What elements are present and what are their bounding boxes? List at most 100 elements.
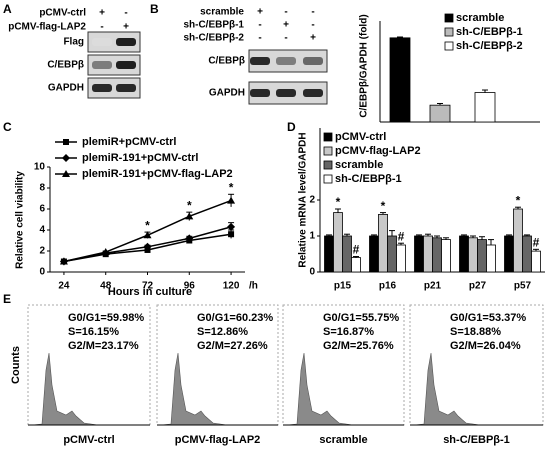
blot-band bbox=[92, 38, 112, 46]
flow-histogram bbox=[31, 352, 99, 426]
bar bbox=[522, 235, 532, 273]
bar bbox=[389, 37, 411, 123]
blot-strip bbox=[87, 77, 141, 99]
panel-label: E bbox=[3, 292, 11, 306]
point-marker bbox=[185, 234, 194, 243]
condition-sign: - bbox=[284, 7, 287, 18]
flow-stat: G2/M=23.17% bbox=[68, 340, 139, 352]
legend-label: pCMV-flag-LAP2 bbox=[335, 145, 421, 157]
significance-mark: # bbox=[353, 243, 360, 257]
legend-label: sh-C/EBPβ-1 bbox=[335, 173, 402, 185]
flow-stat: G2/M=27.26% bbox=[197, 340, 268, 352]
condition-sign: + bbox=[310, 33, 316, 44]
bar bbox=[429, 104, 451, 123]
bar bbox=[414, 235, 424, 273]
panel-label: C bbox=[3, 120, 12, 134]
legend-marker bbox=[62, 170, 70, 177]
blot-band bbox=[276, 89, 296, 97]
legend-label: plemiR+pCMV-ctrl bbox=[82, 136, 176, 148]
flow-stat: G0/G1=59.98% bbox=[68, 312, 144, 324]
x-tick-label: 48 bbox=[100, 281, 112, 292]
flow-stat: S=16.15% bbox=[68, 326, 119, 338]
x-tick-label: p57 bbox=[514, 281, 532, 292]
flow-histogram bbox=[286, 352, 354, 426]
legend-label: sh-C/EBPβ-1 bbox=[456, 26, 523, 38]
blot-band bbox=[303, 89, 323, 97]
legend-swatch bbox=[444, 41, 454, 51]
bar bbox=[378, 213, 388, 273]
legend-marker bbox=[62, 154, 70, 162]
condition-sign: + bbox=[257, 7, 263, 18]
flow-histogram bbox=[160, 352, 228, 426]
flow-frame bbox=[27, 304, 151, 426]
y-tick-label: 2 bbox=[39, 246, 45, 257]
condition-label: pCMV-flag-LAP2 bbox=[8, 22, 86, 33]
x-tick-label: p27 bbox=[469, 281, 487, 292]
flow-stat: S=16.87% bbox=[323, 326, 374, 338]
bar bbox=[531, 250, 541, 273]
condition-sign: - bbox=[124, 8, 127, 19]
blot-band bbox=[303, 57, 323, 65]
condition-sign: - bbox=[100, 22, 103, 33]
legend-swatch bbox=[323, 146, 333, 156]
bar bbox=[513, 208, 523, 273]
y-tick-label: 8 bbox=[39, 183, 45, 194]
flow-label: pCMV-ctrl bbox=[63, 434, 114, 446]
y-tick-label: 10 bbox=[34, 162, 46, 173]
flow-histogram bbox=[413, 352, 481, 426]
point-marker bbox=[143, 242, 152, 251]
y-tick-label: 1 bbox=[309, 231, 315, 242]
flow-stat: G0/G1=53.37% bbox=[450, 312, 526, 324]
x-unit: /h bbox=[249, 281, 258, 292]
significance-mark: # bbox=[398, 229, 405, 243]
panel-label: D bbox=[287, 120, 296, 134]
x-tick-label: 120 bbox=[223, 281, 240, 292]
x-tick-label: 24 bbox=[58, 281, 70, 292]
condition-label: scramble bbox=[200, 7, 244, 18]
point-marker bbox=[228, 231, 235, 238]
flow-label: sh-C/EBPβ-1 bbox=[443, 434, 510, 446]
condition-sign: + bbox=[123, 22, 129, 33]
blot-band bbox=[116, 61, 136, 69]
blot-row-label: GAPDH bbox=[209, 88, 245, 99]
condition-sign: - bbox=[258, 33, 261, 44]
significance-mark: # bbox=[533, 235, 540, 249]
legend-label: sh-C/EBPβ-2 bbox=[456, 40, 523, 52]
flow-stat: G0/G1=55.75% bbox=[323, 312, 399, 324]
y-tick-label: 0 bbox=[309, 267, 315, 278]
legend-swatch bbox=[323, 174, 333, 184]
bar bbox=[459, 235, 469, 273]
legend-label: scramble bbox=[335, 159, 383, 171]
blot-row-label: C/EBPβ bbox=[47, 60, 84, 71]
bar bbox=[387, 235, 397, 273]
bar bbox=[504, 235, 514, 273]
point-marker bbox=[143, 231, 152, 239]
legend-label: plemiR-191+pCMV-flag-LAP2 bbox=[82, 168, 233, 180]
condition-sign: + bbox=[283, 20, 289, 31]
flow-stat: S=18.88% bbox=[450, 326, 501, 338]
blot-strip bbox=[87, 54, 141, 76]
bar bbox=[441, 239, 451, 273]
bar bbox=[432, 237, 442, 273]
blot-band bbox=[276, 57, 296, 65]
blot-band bbox=[250, 57, 270, 65]
legend-swatch bbox=[444, 13, 454, 23]
blot-row-label: Flag bbox=[63, 37, 84, 48]
point-marker bbox=[185, 212, 194, 220]
point-marker bbox=[59, 257, 68, 265]
legend-swatch bbox=[323, 160, 333, 170]
significance-mark: * bbox=[229, 180, 234, 194]
flow-stat: S=12.86% bbox=[197, 326, 248, 338]
flow-stat: G2/M=26.04% bbox=[450, 340, 521, 352]
bar bbox=[423, 235, 433, 273]
y-axis-label: Relative cell viability bbox=[15, 171, 26, 269]
x-tick-label: p21 bbox=[424, 281, 442, 292]
legend-marker bbox=[63, 139, 69, 145]
bar bbox=[477, 239, 487, 273]
flow-stat: G0/G1=60.23% bbox=[197, 312, 273, 324]
flow-stat: G2/M=25.76% bbox=[323, 340, 394, 352]
panel-label: B bbox=[150, 2, 159, 16]
blot-band bbox=[92, 61, 112, 69]
blot-band bbox=[116, 38, 136, 46]
